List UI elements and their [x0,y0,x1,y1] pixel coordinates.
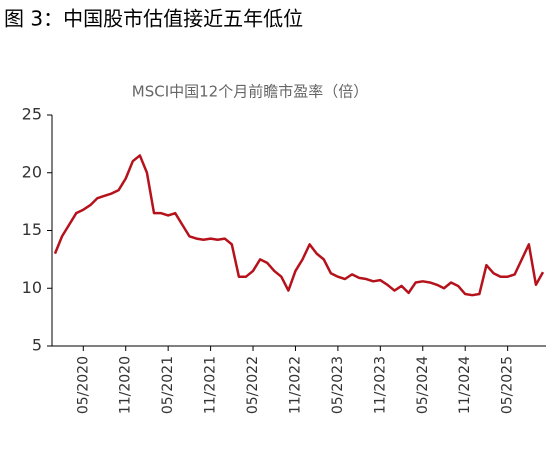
x-tick-label: 05/2021 [160,356,176,414]
line [53,154,545,297]
y-tick-label: 15 [22,220,42,239]
x-tick-label: 05/2022 [245,356,261,414]
y-tick-label: 10 [22,278,42,297]
x-tick-label: 11/2021 [203,356,219,414]
chart-subtitle: MSCI中国12个月前瞻市盈率（倍） [132,83,368,101]
y-tick-label: 20 [22,162,42,181]
x-tick-label: 05/2020 [75,356,91,414]
x-tick-label: 11/2020 [118,356,134,414]
x-tick-label: 05/2024 [415,356,431,414]
y-tick-label: 25 [22,105,42,124]
x-tick-label: 11/2022 [287,356,303,414]
x-tick-label: 11/2024 [457,356,473,414]
chart-title: 图 3：中国股市估值接近五年低位 [4,7,303,31]
x-tick-label: 05/2025 [500,356,516,414]
x-tick-label: 11/2023 [372,356,388,414]
y-tick-label: 5 [32,336,42,355]
x-tick-label: 05/2023 [330,356,346,414]
